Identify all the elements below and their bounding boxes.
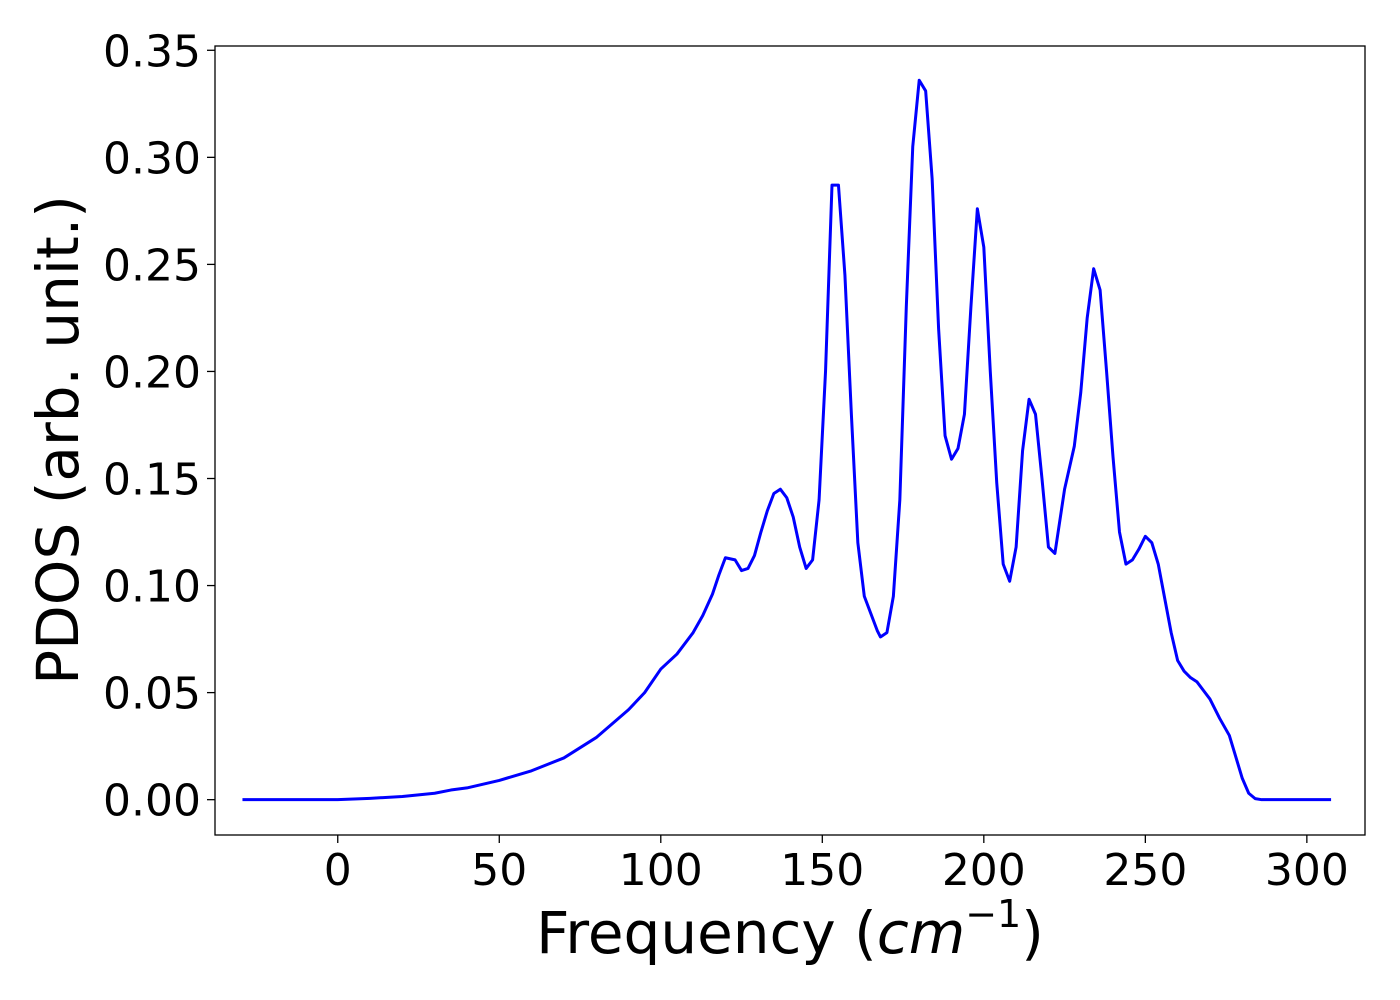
x-tick-label: 100 [619, 845, 703, 896]
x-axis-label-text: Frequency ( [536, 899, 877, 967]
x-axis-label-variable: cm [877, 899, 965, 967]
y-axis: 0.00 0.05 0.10 0.15 0.20 0.25 0.30 0.35 [103, 26, 215, 827]
y-tick-label: 0.25 [103, 240, 201, 291]
x-tick-label: 0 [324, 845, 352, 896]
plot-frame [214, 45, 1366, 836]
y-tick-label: 0.30 [103, 133, 201, 184]
plot-area [214, 45, 1366, 836]
x-axis-label: Frequency (cm−1) [536, 892, 1044, 967]
x-tick-label: 200 [942, 845, 1026, 896]
x-tick-label: 300 [1265, 845, 1349, 896]
x-axis-label-close: ) [1021, 899, 1044, 967]
x-axis-label-exponent: −1 [965, 892, 1021, 936]
y-tick-label: 0.15 [103, 455, 201, 506]
y-tick-label: 0.00 [103, 776, 201, 827]
y-tick-label: 0.10 [103, 562, 201, 613]
x-tick-label: 150 [780, 845, 864, 896]
x-axis: 0 50 100 150 200 250 300 [324, 835, 1349, 896]
x-tick-label: 250 [1103, 845, 1187, 896]
y-axis-label: PDOS (arb. unit.) [24, 195, 92, 685]
y-tick-label: 0.20 [103, 347, 201, 398]
pdos-series-line [242, 78, 1332, 802]
y-tick-label: 0.05 [103, 669, 201, 720]
y-tick-label: 0.35 [103, 26, 201, 77]
x-tick-label: 50 [471, 845, 527, 896]
